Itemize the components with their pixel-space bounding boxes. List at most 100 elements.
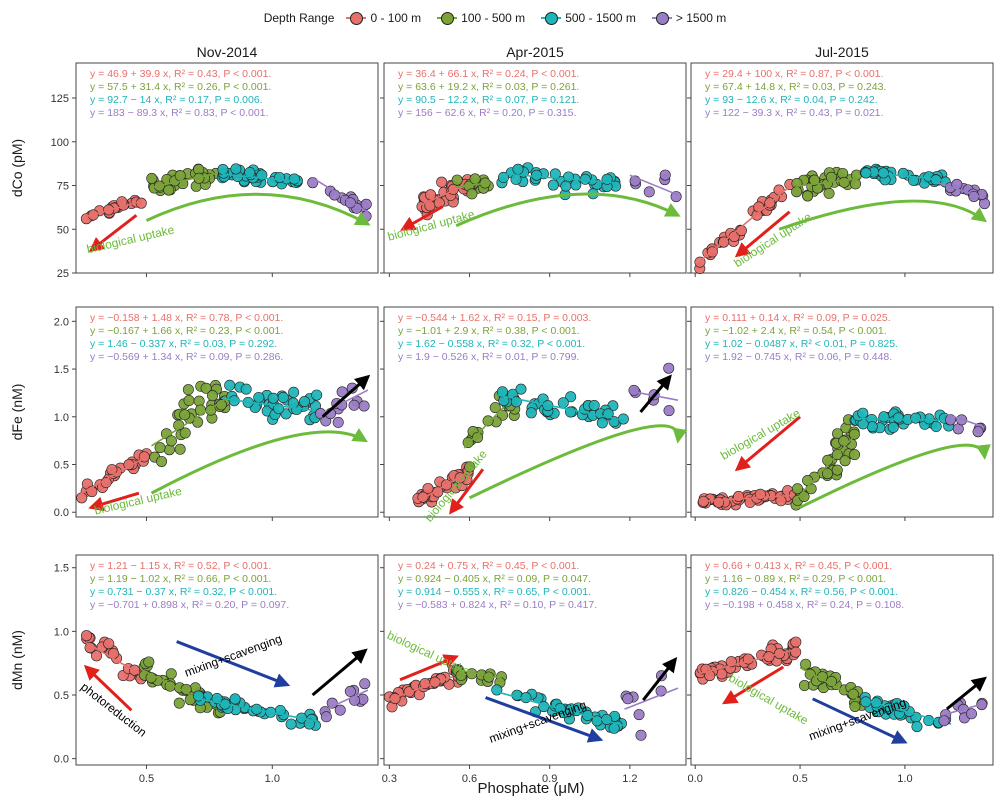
data-point [489, 402, 501, 414]
data-point [482, 415, 494, 427]
regression-equation: y = 1.46 − 0.337 x, R² = 0.03, P = 0.292… [90, 338, 277, 350]
data-point [579, 173, 591, 185]
data-point [635, 729, 647, 741]
data-point [174, 443, 186, 455]
y-tick-label: 2.0 [54, 316, 69, 328]
data-point [344, 685, 356, 697]
data-point [165, 435, 177, 447]
data-point [334, 704, 346, 716]
regression-line [85, 200, 142, 218]
data-point [163, 184, 175, 196]
data-point [135, 197, 147, 209]
x-axis-title: Phosphate (μM) [477, 780, 584, 797]
legend-label: 0 - 100 m [370, 11, 422, 25]
data-point [643, 186, 655, 198]
data-point [979, 198, 991, 210]
data-point [229, 693, 241, 705]
data-point [512, 163, 524, 175]
regression-equation: y = 67.4 + 14.8 x, R² = 0.03, P = 0.243. [705, 81, 886, 93]
legend-item-gt-1500: > 1500 m [651, 11, 727, 25]
regression-line [938, 182, 985, 199]
data-point [663, 362, 675, 374]
y-axis-title: dMn (nM) [9, 630, 25, 690]
data-point [531, 169, 543, 181]
regression-equation: y = 36.4 + 66.1 x, R² = 0.24, P < 0.001. [398, 68, 579, 80]
data-point [464, 461, 476, 473]
x-tick-label: 0.5 [792, 773, 807, 785]
y-tick-label: 75 [57, 181, 69, 193]
uptake-curve-arrow [455, 192, 681, 228]
data-point [565, 391, 577, 403]
data-point [659, 169, 671, 181]
data-point [217, 164, 229, 176]
legend-label: 500 - 1500 m [565, 11, 636, 25]
process-arrow [734, 210, 791, 258]
uptake-curve-arrow [468, 424, 688, 500]
column-title: Apr-2015 [506, 44, 564, 60]
data-point [103, 638, 115, 650]
y-axis-title: dCo (pM) [9, 139, 25, 197]
process-arrow [485, 696, 604, 743]
data-point [80, 630, 92, 642]
data-point [930, 421, 942, 433]
data-point [878, 411, 890, 423]
regression-line [317, 389, 369, 417]
data-point [923, 413, 935, 425]
data-point [146, 172, 158, 184]
regression-equation: y = −0.158 + 1.48 x, R² = 0.78, P < 0.00… [90, 312, 283, 324]
process-arrow [176, 640, 291, 688]
process-arrow [642, 657, 678, 702]
column-title: Jul-2015 [815, 44, 869, 60]
data-point [972, 426, 984, 438]
data-point [359, 678, 371, 690]
legend-label: > 1500 m [675, 11, 727, 25]
legend-swatch [346, 12, 367, 25]
regression-line [699, 494, 796, 503]
regression-equation: y = 63.6 + 19.2 x, R² = 0.03, P = 0.261. [398, 81, 579, 93]
legend-item-100-500: 100 - 500 m [437, 11, 525, 25]
data-point [173, 697, 185, 709]
regression-line [496, 394, 625, 422]
data-point [182, 384, 194, 396]
regression-line [456, 668, 502, 679]
data-point [848, 428, 860, 440]
regression-line [795, 434, 856, 501]
data-point [267, 392, 279, 404]
legend-item-500-1500: 500 - 1500 m [541, 11, 636, 25]
regression-equation: y = 156 − 62.6 x, R² = 0.20, P = 0.315. [398, 107, 576, 119]
data-point [663, 405, 675, 417]
regression-line [862, 698, 952, 725]
data-point [200, 382, 212, 394]
regression-equation: y = −0.198 + 0.458 x, R² = 0.24, P = 0.1… [705, 599, 904, 611]
regression-line [501, 172, 620, 184]
data-point [307, 177, 319, 189]
data-point [822, 468, 834, 480]
data-point [496, 386, 508, 398]
regression-line [221, 397, 318, 412]
process-arrow [734, 415, 802, 472]
regression-line [624, 687, 679, 710]
legend-swatch [541, 12, 562, 25]
regression-equation: y = 93 − 12.6 x, R² = 0.04, P = 0.242. [705, 94, 878, 106]
column-title: Nov-2014 [197, 44, 258, 60]
data-point [183, 395, 195, 407]
y-axis-title: dFe (nM) [9, 384, 25, 441]
data-point [207, 390, 219, 402]
data-point [288, 386, 300, 398]
process-arrow [812, 697, 908, 744]
data-point [336, 386, 348, 398]
y-tick-label: 100 [51, 137, 69, 149]
data-point [965, 708, 977, 720]
y-tick-label: 0.5 [54, 690, 69, 702]
process-arrow [400, 205, 444, 231]
regression-line [196, 697, 318, 722]
y-tick-label: 0.0 [54, 754, 69, 766]
regression-line [421, 182, 470, 206]
data-point [791, 483, 803, 495]
data-point [466, 188, 478, 200]
data-point [563, 171, 575, 183]
regression-equation: y = 1.02 − 0.0487 x, R² < 0.01, P = 0.82… [705, 338, 898, 350]
regression-equation: y = −0.701 + 0.898 x, R² = 0.20, P = 0.0… [90, 599, 289, 611]
process-arrow [83, 664, 133, 712]
